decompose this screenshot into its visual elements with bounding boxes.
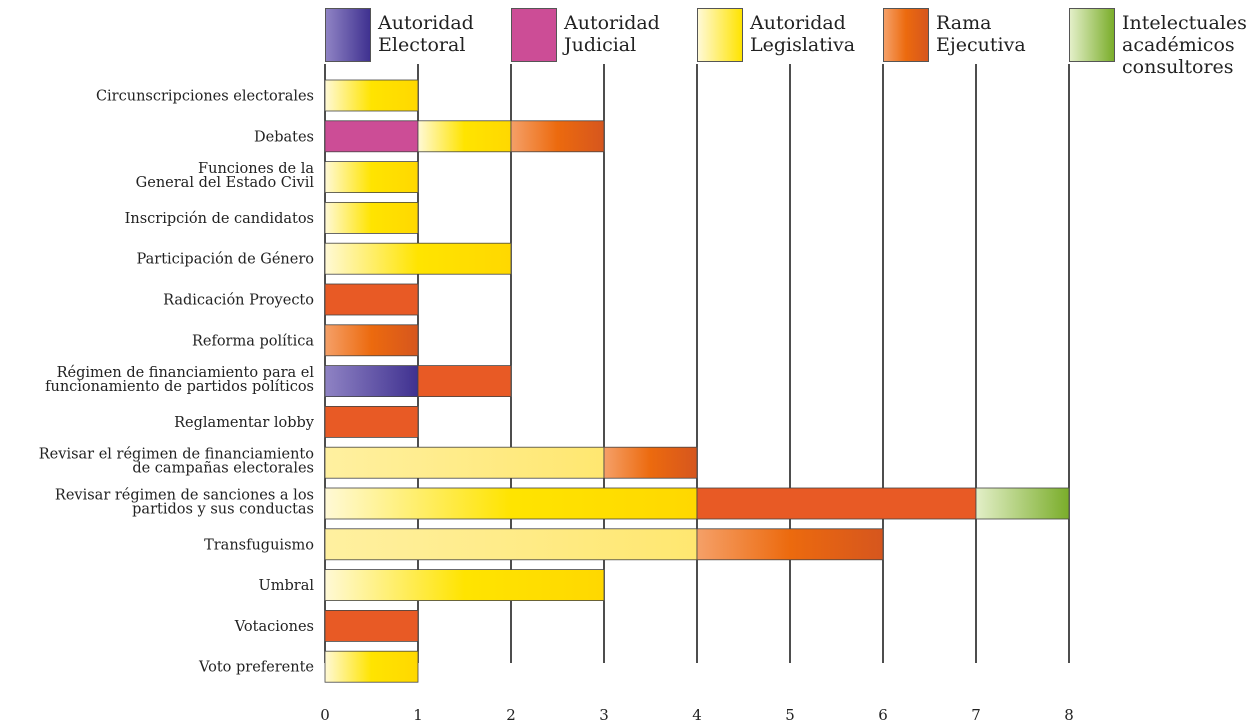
x-tick-label: 4	[692, 706, 702, 724]
category-label: Reforma política	[192, 333, 314, 349]
legend-swatch-intelectuales	[1069, 8, 1115, 62]
category-label: Régimen de financiamiento para el funcion…	[45, 365, 314, 395]
bar-segment-ejecutiva	[324, 405, 419, 438]
y-axis-labels: Circunscripciones electorales Debates Func…	[39, 89, 315, 676]
x-tick-label: 1	[413, 706, 423, 724]
bar-segment-legislativa	[324, 201, 419, 234]
bar-segment-ejecutiva	[696, 528, 884, 561]
bars	[324, 79, 1070, 683]
bar-segment-ejecutiva	[603, 446, 698, 479]
bar-segment-electoral	[324, 365, 419, 398]
legend-swatch-judicial	[511, 8, 557, 62]
category-label: Funciones de la General del Estado Civil	[136, 161, 315, 191]
category-label: Debates	[254, 129, 314, 145]
bar-segment-ejecutiva	[417, 365, 512, 398]
bar-segment-legislativa	[324, 650, 419, 683]
bar-segment-legislativa	[324, 242, 512, 275]
bar-segment-ejecutiva	[324, 324, 419, 357]
bar-segment-legislativa	[417, 120, 512, 153]
category-label: Circunscripciones electorales	[96, 89, 314, 105]
legend-label-legislativa: Autoridad Legislativa	[750, 12, 856, 56]
bar-segment-legislativa	[324, 161, 419, 194]
legend-swatch-legislativa	[697, 8, 743, 62]
bar-segment-legislativa	[324, 79, 419, 112]
category-label: Transfuguismo	[204, 537, 314, 553]
category-label: Radicación Proyecto	[163, 293, 314, 309]
category-label: Umbral	[259, 578, 315, 594]
legend-swatch-ejecutiva	[883, 8, 929, 62]
bar-segment-ejecutiva	[324, 283, 419, 316]
bar-segment-legislativa	[324, 446, 605, 479]
legend-label-electoral: Autoridad Electoral	[378, 12, 474, 56]
legend-label-intelectuales: Intelectuales académicos consultores	[1122, 12, 1247, 78]
bar-segment-ejecutiva	[510, 120, 605, 153]
legend-label-ejecutiva: Rama Ejecutiva	[936, 12, 1026, 56]
category-label: Voto preferente	[198, 660, 314, 676]
category-label: Inscripción de candidatos	[125, 211, 314, 227]
x-tick-label: 7	[971, 706, 981, 724]
x-tick-label: 2	[506, 706, 516, 724]
bar-segment-legislativa	[324, 528, 698, 561]
category-label: Revisar régimen de sanciones a los partid…	[55, 488, 314, 518]
bar-segment-legislativa	[324, 569, 605, 601]
x-tick-label: 3	[599, 706, 609, 724]
legend-swatch-electoral	[325, 8, 371, 62]
x-tick-label: 5	[785, 706, 795, 724]
bar-segment-intelectuales	[975, 487, 1070, 520]
bar-segment-judicial	[324, 120, 419, 153]
category-label: Revisar el régimen de financiamiento de c…	[39, 447, 314, 477]
x-tick-label: 6	[878, 706, 888, 724]
category-label: Participación de Género	[137, 252, 314, 268]
legend-label-judicial: Autoridad Judicial	[564, 12, 660, 56]
category-label: Reglamentar lobby	[174, 415, 315, 431]
x-axis-ticks: 0 1 2 3 4 5 6 7 8	[320, 706, 1074, 724]
bar-segment-legislativa	[324, 487, 698, 520]
bar-segment-ejecutiva	[696, 487, 977, 520]
bar-segment-ejecutiva	[324, 610, 419, 642]
x-tick-label: 0	[320, 706, 330, 724]
category-label: Votaciones	[234, 619, 314, 635]
x-tick-label: 8	[1064, 706, 1074, 724]
